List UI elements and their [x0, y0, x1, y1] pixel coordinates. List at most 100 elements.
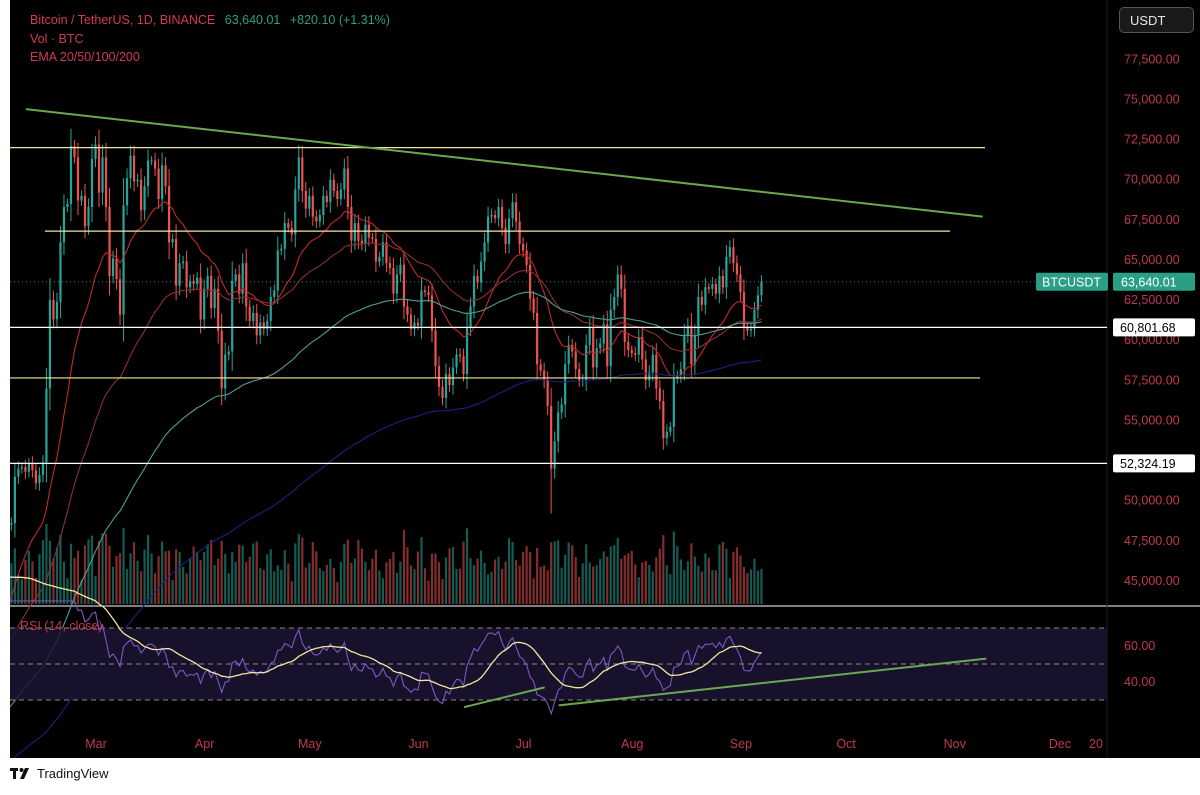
candle-body	[206, 276, 209, 289]
volume-bar	[238, 544, 241, 604]
y-tick-label: 45,000.00	[1124, 574, 1180, 588]
volume-legend[interactable]: Vol · BTC	[30, 32, 90, 46]
volume-bar	[423, 568, 427, 604]
candle-body	[238, 274, 241, 294]
candle-body	[346, 168, 349, 208]
volume-bar	[378, 570, 381, 604]
price-tag	[1113, 272, 1195, 291]
candle-body	[304, 190, 307, 209]
volume-bar	[388, 559, 392, 604]
volume-bar	[634, 564, 637, 604]
volume-bar	[353, 558, 356, 604]
volume-bar	[132, 542, 136, 604]
volume-bar	[683, 570, 686, 604]
volume-bar	[637, 577, 640, 604]
candle-body	[711, 284, 714, 289]
x-tick-label: Aug	[621, 737, 643, 751]
rsi-tick-label: 60.00	[1124, 639, 1155, 653]
candle-body	[161, 165, 164, 199]
candle-body	[423, 290, 427, 293]
volume-bar	[192, 546, 195, 604]
volume-bar	[585, 544, 588, 604]
volume-bar	[31, 561, 34, 604]
candle-body	[602, 324, 605, 344]
candle-body	[504, 227, 507, 244]
candle-body	[550, 406, 553, 469]
volume-bar	[182, 567, 185, 604]
candle-body	[571, 345, 574, 352]
candle-body	[704, 287, 707, 305]
y-tick-label: 67,500.00	[1124, 213, 1180, 227]
candle-body	[350, 207, 353, 241]
candle-body	[444, 373, 448, 398]
y-tick-label: 55,000.00	[1124, 413, 1180, 427]
candle-body	[146, 160, 150, 187]
volume-bar	[371, 558, 374, 604]
volume-bar	[483, 562, 486, 604]
currency-button[interactable]: USDT	[1119, 7, 1194, 33]
candle-body	[101, 157, 104, 193]
candle-body	[76, 157, 80, 201]
candle-body	[416, 322, 420, 326]
volume-bar	[749, 569, 753, 604]
volume-bar	[567, 542, 570, 604]
candle-body	[297, 157, 300, 190]
candle-body	[697, 296, 700, 336]
candle-body	[248, 306, 251, 321]
volume-bar	[111, 566, 115, 604]
volume-bar	[427, 580, 430, 604]
candle-body	[567, 345, 570, 365]
volume-bar	[595, 565, 598, 604]
candle-body	[760, 281, 763, 296]
volume-bar	[339, 561, 342, 604]
volume-bar	[287, 563, 290, 604]
volume-bar	[469, 558, 472, 604]
candle-body	[132, 155, 136, 182]
candle-body	[385, 242, 388, 264]
candle-body	[55, 301, 59, 320]
volume-bar	[136, 560, 139, 604]
candle-body	[245, 263, 248, 307]
volume-bar	[80, 579, 83, 604]
price-tag-value: 52,324.19	[1120, 457, 1176, 471]
candle-body	[588, 327, 591, 346]
symbol-legend[interactable]: Bitcoin / TetherUS, 1D, BINANCE 63,640.0…	[30, 13, 396, 27]
volume-bar	[146, 534, 150, 604]
candle-body	[451, 367, 455, 386]
candle-body	[637, 337, 640, 355]
candle-body	[399, 264, 402, 275]
candle-body	[497, 207, 500, 219]
candle-body	[560, 404, 563, 413]
volume-bar	[385, 562, 388, 604]
volume-bar	[336, 582, 339, 604]
volume-bar	[707, 557, 710, 604]
price-chart[interactable]: 80,000.0077,500.0075,000.0072,500.0070,0…	[10, 0, 1200, 758]
volume-bar	[280, 569, 283, 604]
candle-body	[651, 354, 654, 373]
candle-body	[672, 378, 675, 427]
volume-bar	[479, 550, 483, 604]
volume-bar	[115, 555, 118, 604]
candle-body	[665, 431, 668, 439]
volume-bar	[732, 552, 735, 604]
candle-body	[343, 168, 346, 190]
volume-bar	[718, 544, 721, 604]
candle-body	[280, 248, 283, 251]
candle-body	[676, 375, 679, 379]
candle-body	[31, 463, 34, 471]
volume-bar	[213, 565, 216, 604]
volume-bar	[139, 571, 143, 604]
volume-bar	[550, 542, 553, 604]
candle-body	[500, 207, 504, 228]
candle-body	[476, 276, 479, 283]
candle-body	[287, 223, 290, 228]
rsi-tick-label: 40.00	[1124, 675, 1155, 689]
candle-body	[735, 263, 739, 275]
candle-body	[437, 365, 441, 387]
candle-body	[318, 215, 321, 222]
candle-body	[525, 250, 528, 265]
chart-area[interactable]: 80,000.0077,500.0075,000.0072,500.0070,0…	[10, 0, 1200, 758]
candle-body	[48, 300, 52, 389]
ema-legend[interactable]: EMA 20/50/100/200	[30, 50, 146, 64]
y-tick-label: 50,000.00	[1124, 494, 1180, 508]
